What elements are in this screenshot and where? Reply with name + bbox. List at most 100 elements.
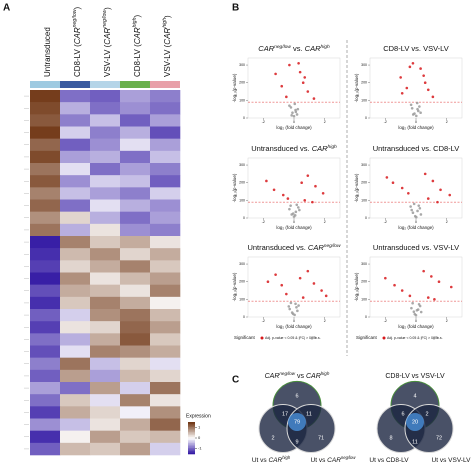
- text-part: ): [163, 15, 172, 18]
- colorbar-step: [188, 449, 195, 452]
- data-point: [289, 106, 293, 109]
- y-tick-label: 100: [239, 198, 245, 202]
- y-axis-label: -log₁₀(p-value): [232, 272, 237, 301]
- text-part: VSV-LV (: [103, 44, 112, 77]
- heatmap-cell: [60, 333, 91, 346]
- heatmap-cell: [150, 187, 181, 200]
- data-point: [416, 209, 419, 213]
- text-part: high: [282, 455, 291, 460]
- text-part: Untransduced vs. CD8-LV: [373, 144, 460, 153]
- heatmap-cell: [150, 260, 181, 273]
- plot-frame: [369, 157, 463, 219]
- y-axis-label: -log₁₀(p-value): [354, 272, 359, 301]
- heatmap-cell: [120, 430, 151, 444]
- data-point: [295, 203, 299, 207]
- y-tick-label: 100: [239, 297, 245, 301]
- column-header: VSV-LV (CARhigh): [162, 15, 172, 77]
- heatmap-cell: [120, 163, 151, 176]
- heatmap-cell: [150, 430, 181, 444]
- heatmap-cell: [120, 333, 151, 346]
- heatmap-cell: [30, 296, 61, 310]
- x-tick-label: 0: [293, 120, 295, 124]
- data-point: [274, 273, 277, 276]
- y-tick-label: 0: [365, 216, 367, 220]
- y-tick-label: 300: [361, 262, 367, 266]
- data-point: [294, 302, 297, 306]
- data-point: [295, 113, 299, 116]
- x-tick-label: -2: [384, 220, 387, 224]
- venn-count: 2: [271, 435, 274, 441]
- venn-set-label: Ut vs CD8-LV: [369, 457, 409, 464]
- data-point: [419, 213, 423, 216]
- heatmap-cell: [30, 442, 61, 456]
- text-part: CAR: [73, 27, 82, 44]
- plot-frame: [369, 57, 463, 119]
- column-color-bar: [90, 81, 120, 88]
- data-point: [415, 101, 419, 105]
- plot-title: Untransduced vs. VSV-LV: [373, 243, 459, 252]
- text-part: Ut vs: [252, 457, 269, 464]
- heatmap-cell: [120, 248, 151, 261]
- heatmap-cell: [90, 284, 121, 298]
- heatmap-cell: [90, 418, 121, 431]
- text-part: ): [103, 7, 112, 10]
- heatmap-cell: [120, 199, 151, 212]
- data-point: [295, 305, 298, 309]
- data-point: [288, 307, 292, 311]
- heatmap-cell: [90, 223, 121, 237]
- colorbar-step: [188, 442, 195, 445]
- heatmap-cell: [150, 138, 181, 152]
- colorbar-step: [188, 434, 195, 437]
- heatmap-cell: [30, 163, 61, 176]
- y-axis-label: -log₁₀(p-value): [354, 173, 359, 202]
- heatmap-cell: [90, 369, 121, 383]
- text-part: CD8-LV vs. VSV-LV: [383, 44, 449, 53]
- column-header: CD8-LV (CARneg/low): [72, 6, 82, 77]
- heatmap-cell: [150, 102, 181, 115]
- heatmap-cell: [30, 418, 61, 431]
- heatmap-cell: [120, 369, 151, 383]
- data-point: [426, 296, 430, 299]
- legend-title: Expression: [186, 413, 211, 419]
- text-part: CD8-LV (: [133, 44, 142, 77]
- y-tick-label: 0: [243, 216, 245, 220]
- x-tick-label: 2: [324, 220, 326, 224]
- text-part: VSV-LV (: [163, 44, 172, 77]
- heatmap-cell: [90, 309, 121, 322]
- y-tick-label: 200: [239, 181, 245, 185]
- heatmap-cell: [120, 442, 151, 456]
- data-point: [418, 105, 421, 108]
- text-part: CAR: [327, 457, 341, 464]
- heatmap-cell: [120, 126, 151, 139]
- heatmap-cell: [60, 284, 91, 298]
- text-part: high: [321, 371, 330, 376]
- data-point: [301, 296, 305, 299]
- data-point: [298, 70, 302, 74]
- data-point: [274, 72, 277, 76]
- data-point: [321, 191, 325, 195]
- heatmap-cell: [150, 442, 181, 456]
- text-part: neg/low: [274, 44, 291, 50]
- heatmap-cell: [150, 163, 181, 176]
- data-point: [413, 312, 417, 316]
- data-point: [449, 285, 453, 289]
- data-point: [288, 63, 291, 67]
- venn-count: 4: [413, 393, 416, 399]
- venn-count: 11: [412, 439, 418, 445]
- column-color-bar: [30, 81, 60, 88]
- colorbar-step: [188, 431, 195, 434]
- legend-label: Adj. p-value < 0.05 & |FC| > 0.25: [265, 336, 316, 340]
- data-point: [266, 280, 270, 284]
- x-tick-label: -2: [262, 319, 265, 323]
- data-point: [385, 176, 389, 179]
- legend-title: Significant: [234, 335, 256, 340]
- heatmap-cell: [120, 150, 151, 164]
- heatmap-cell: [60, 163, 91, 176]
- text-part: CAR: [268, 457, 282, 464]
- data-point: [293, 102, 297, 106]
- heatmap-cell: [150, 309, 181, 322]
- heatmap-cell: [30, 150, 61, 164]
- text-part: CAR: [133, 27, 142, 44]
- data-point: [422, 74, 425, 77]
- data-point: [303, 76, 307, 79]
